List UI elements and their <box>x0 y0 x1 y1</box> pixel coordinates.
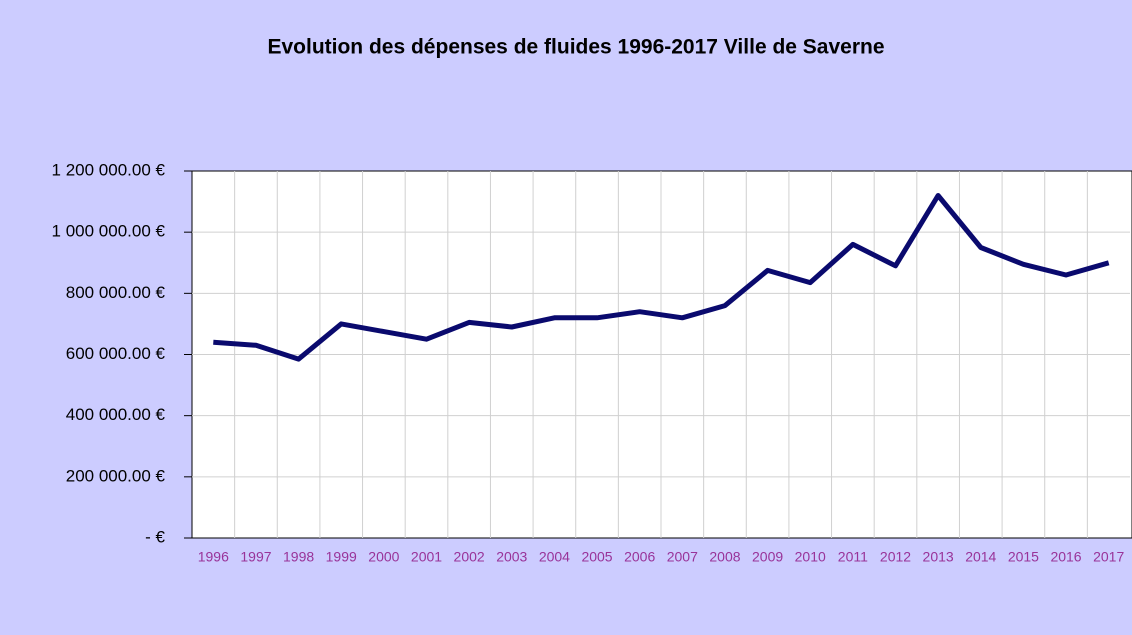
x-tick-label: 2014 <box>965 549 996 565</box>
x-tick-label: 1997 <box>240 549 271 565</box>
x-tick-label: 2013 <box>923 549 954 565</box>
y-tick-label: 600 000.00 € <box>66 344 166 363</box>
x-tick-label: 2016 <box>1050 549 1081 565</box>
x-tick-label: 1998 <box>283 549 314 565</box>
x-tick-label: 2001 <box>411 549 442 565</box>
chart-title: Evolution des dépenses de fluides 1996-2… <box>267 36 884 59</box>
x-tick-label: 2010 <box>795 549 826 565</box>
x-tick-label: 2005 <box>581 549 612 565</box>
x-tick-label: 1999 <box>326 549 357 565</box>
y-tick-label: 1 200 000.00 € <box>52 160 166 179</box>
line-series <box>213 193 1110 362</box>
x-tick-label: 2000 <box>368 549 399 565</box>
x-tick-label: 2015 <box>1008 549 1039 565</box>
x-tick-label: 2004 <box>539 549 570 565</box>
y-tick-label: 400 000.00 € <box>66 405 166 424</box>
y-tick-label: 1 000 000.00 € <box>52 222 166 241</box>
y-tick-label: - € <box>145 527 165 546</box>
x-tick-label: 2012 <box>880 549 911 565</box>
y-tick-label: 800 000.00 € <box>66 283 166 302</box>
x-tick-label: 2003 <box>496 549 527 565</box>
x-tick-label: 2002 <box>454 549 485 565</box>
x-tick-label: 1996 <box>198 549 229 565</box>
x-tick-label: 2017 <box>1093 549 1124 565</box>
y-tick-label: 200 000.00 € <box>66 466 166 485</box>
x-tick-label: 2009 <box>752 549 783 565</box>
x-tick-label: 2008 <box>709 549 740 565</box>
x-tick-label: 2007 <box>667 549 698 565</box>
x-tick-label: 2011 <box>838 549 868 565</box>
x-tick-label: 2006 <box>624 549 655 565</box>
